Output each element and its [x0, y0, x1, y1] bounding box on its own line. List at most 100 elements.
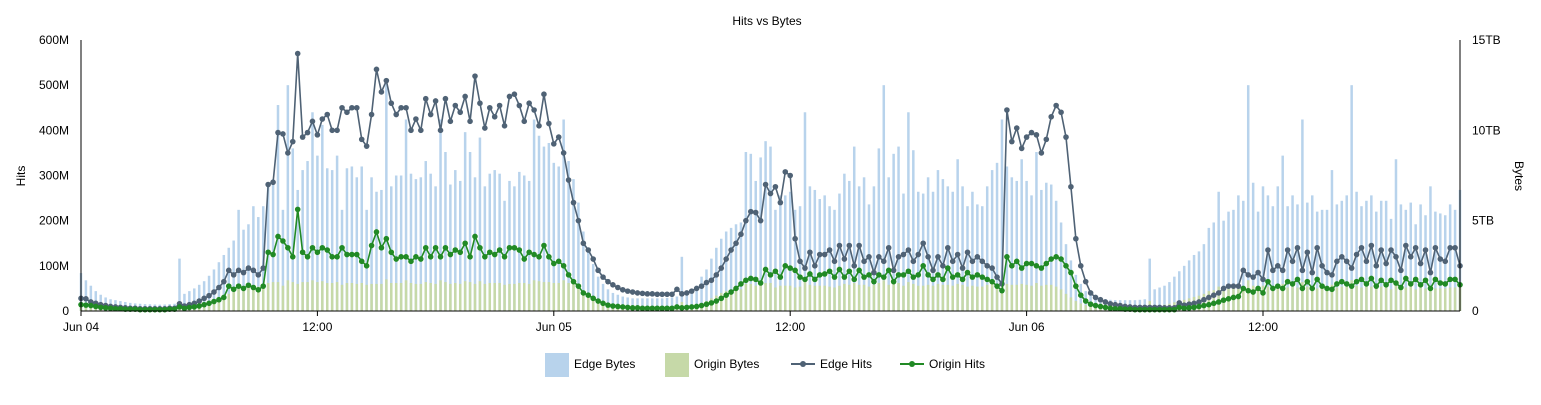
- origin-hits-point: [221, 294, 227, 301]
- edge-hits-point: [1112, 301, 1119, 308]
- edge-hits-point: [659, 291, 665, 298]
- edge-bytes-bar: [843, 173, 846, 311]
- edge-bytes-bar: [956, 159, 959, 311]
- origin-hits-point: [1294, 276, 1301, 283]
- origin-bytes-bar: [1424, 288, 1427, 311]
- origin-bytes-bar: [813, 285, 817, 311]
- edge-hits-point: [339, 104, 345, 111]
- origin-bytes-bar: [1409, 286, 1412, 311]
- origin-bytes-bar: [232, 292, 235, 311]
- edge-hits-point: [354, 104, 360, 111]
- edge-hits-point: [718, 265, 725, 271]
- origin-hits-point: [698, 302, 705, 309]
- origin-hits-point: [511, 244, 518, 251]
- origin-hits-point: [826, 268, 833, 275]
- origin-bytes-bar: [1320, 287, 1324, 311]
- edge-bytes-bar: [1035, 152, 1038, 311]
- origin-hits-point: [1112, 305, 1119, 312]
- edge-bytes-bar: [1020, 159, 1023, 311]
- origin-bytes-bar: [380, 283, 383, 311]
- y-axis-right-label: Bytes: [1512, 161, 1526, 191]
- edge-bytes-bar: [458, 180, 462, 311]
- edge-hits-point: [748, 208, 754, 215]
- origin-bytes-bar: [375, 283, 378, 311]
- origin-bytes-bar: [793, 287, 797, 311]
- origin-hits-point: [299, 249, 306, 256]
- origin-hits-point: [1073, 283, 1079, 289]
- origin-bytes-bar: [1340, 286, 1344, 311]
- edge-bytes-bar: [449, 184, 452, 311]
- origin-bytes-bar: [261, 285, 265, 311]
- edge-bytes-bar: [385, 81, 388, 311]
- edge-bytes-bar: [1345, 195, 1348, 311]
- edge-bytes-bar: [700, 276, 703, 311]
- origin-hits-point: [743, 277, 749, 284]
- edge-bytes-bar: [365, 209, 368, 311]
- edge-bytes-bar: [1163, 285, 1166, 311]
- origin-bytes-bar: [276, 282, 280, 311]
- legend-item-edge-hits[interactable]: Edge Hits: [791, 357, 872, 371]
- origin-bytes-bar: [463, 281, 467, 311]
- origin-hits-point: [1191, 304, 1197, 311]
- edge-hits-point: [324, 111, 331, 118]
- origin-bytes-bar: [247, 287, 250, 311]
- edge-bytes-bar: [488, 173, 492, 311]
- origin-bytes-bar: [902, 285, 905, 311]
- edge-bytes-bar: [838, 193, 841, 311]
- origin-hits-point: [1013, 258, 1020, 265]
- origin-hits-point: [211, 298, 217, 305]
- origin-hits-point: [871, 278, 877, 285]
- edge-hits-point: [235, 267, 242, 274]
- edge-hits-point: [940, 263, 946, 269]
- edge-bytes-bar: [710, 258, 713, 311]
- origin-bytes-bar: [734, 289, 738, 311]
- origin-hits-point: [600, 300, 606, 307]
- legend-item-origin-bytes[interactable]: Origin Bytes: [665, 353, 759, 377]
- edge-hits-point: [398, 104, 404, 111]
- origin-bytes-bar: [877, 283, 881, 311]
- edge-bytes-bar: [788, 191, 792, 311]
- edge-hits-point: [536, 123, 542, 129]
- origin-hits-point: [1274, 283, 1281, 289]
- origin-bytes-bar: [360, 283, 363, 311]
- edge-bytes-bar: [399, 175, 403, 311]
- edge-bytes-bar: [1173, 276, 1176, 311]
- edge-hits-point: [777, 199, 784, 206]
- edge-hits-point: [230, 272, 237, 278]
- edge-hits-point: [560, 150, 567, 156]
- edge-bytes-bar: [926, 177, 930, 311]
- edge-hits-point: [314, 132, 321, 138]
- edge-hits-point: [437, 127, 444, 134]
- edge-hits-point: [1447, 244, 1453, 251]
- legend-item-edge-bytes[interactable]: Edge Bytes: [545, 353, 635, 377]
- origin-hits-point: [812, 276, 818, 283]
- origin-hits-point: [718, 295, 725, 302]
- origin-bytes-bar: [862, 284, 866, 311]
- origin-hits-point: [738, 281, 744, 287]
- origin-hits-point: [1343, 281, 1350, 287]
- origin-bytes-bar: [769, 283, 772, 311]
- origin-bytes-bar: [350, 283, 354, 311]
- origin-bytes-bar: [345, 283, 349, 311]
- edge-hits-point: [280, 131, 286, 137]
- origin-hits-point: [945, 265, 951, 271]
- origin-hits-point: [797, 274, 803, 280]
- edge-hits-point: [738, 231, 744, 238]
- origin-bytes-bar: [764, 283, 767, 311]
- origin-hits-point: [560, 263, 567, 269]
- edge-hits-point: [1176, 300, 1183, 306]
- edge-hits-point: [762, 181, 769, 188]
- origin-bytes-bar: [542, 282, 546, 311]
- edge-hits-point: [1407, 253, 1414, 260]
- legend-swatch-edge-bytes: [545, 353, 569, 377]
- edge-bytes-bar: [739, 222, 743, 311]
- edge-hits-point: [1077, 263, 1084, 269]
- legend-item-origin-hits[interactable]: Origin Hits: [900, 357, 985, 371]
- origin-bytes-bar: [971, 285, 974, 311]
- origin-hits-point: [161, 306, 168, 313]
- edge-bytes-bar: [734, 224, 738, 311]
- origin-bytes-bar: [212, 299, 216, 311]
- edge-bytes-bar: [1286, 206, 1289, 311]
- edge-hits-point: [1398, 267, 1404, 274]
- edge-hits-point: [427, 111, 434, 118]
